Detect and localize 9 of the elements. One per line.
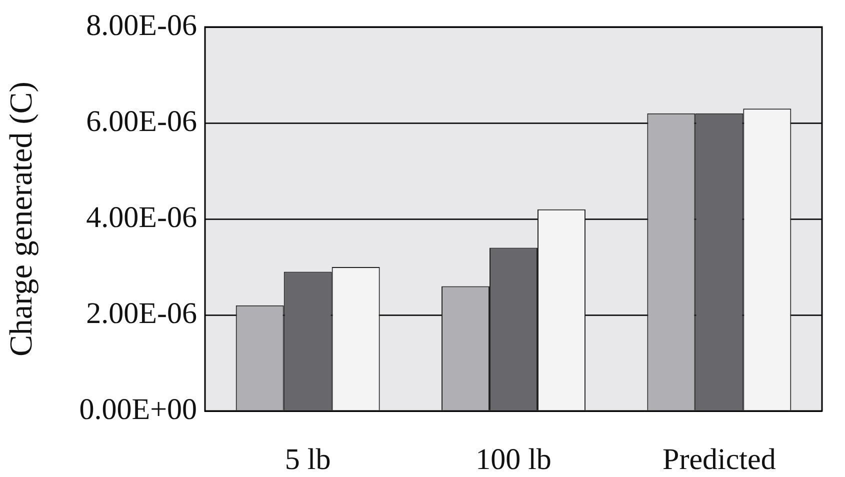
x-tick-label: 100 lb: [476, 442, 552, 476]
y-axis-title: Charge generated (C): [2, 82, 39, 356]
y-tick-label: 8.00E-06: [86, 8, 197, 42]
x-tick-label: Predicted: [662, 442, 776, 476]
x-tick-label: 5 lb: [284, 442, 331, 476]
y-tick-label: 6.00E-06: [86, 104, 197, 138]
y-tick-label: 2.00E-06: [86, 296, 197, 330]
y-tick-label: 4.00E-06: [86, 200, 197, 234]
y-tick-label: 0.00E+00: [79, 392, 197, 426]
